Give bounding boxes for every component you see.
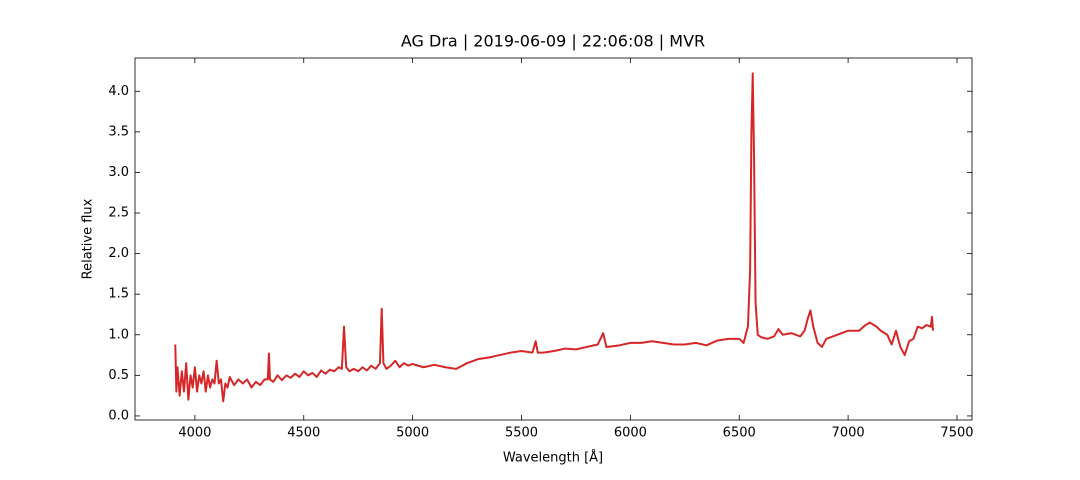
- x-tick-label: 7000: [832, 426, 865, 441]
- y-tick-label: 3.5: [108, 124, 129, 139]
- spectrum-line: [174, 72, 935, 403]
- x-tick-label: 4000: [178, 426, 211, 441]
- y-tick-label: 1.5: [108, 287, 129, 302]
- y-tick-label: 1.0: [108, 327, 129, 342]
- y-tick-label: 4.0: [108, 84, 129, 99]
- x-tick-label: 6500: [723, 426, 756, 441]
- y-tick-label: 0.0: [108, 408, 129, 423]
- x-tick-label: 5000: [396, 426, 429, 441]
- chart-title: AG Dra | 2019-06-09 | 22:06:08 | MVR: [401, 32, 705, 51]
- y-tick-label: 3.0: [108, 165, 129, 180]
- y-tick-label: 2.5: [108, 206, 129, 221]
- y-axis-label: Relative flux: [81, 198, 96, 279]
- x-axis-label: Wavelength [Å]: [503, 450, 603, 466]
- x-tick-label: 6000: [614, 426, 647, 441]
- x-tick-label: 7500: [940, 426, 973, 441]
- y-tick-label: 0.5: [108, 368, 129, 383]
- x-tick-label: 5500: [505, 426, 538, 441]
- y-tick-label: 2.0: [108, 246, 129, 261]
- x-tick-label: 4500: [287, 426, 320, 441]
- plot-frame: [134, 57, 973, 421]
